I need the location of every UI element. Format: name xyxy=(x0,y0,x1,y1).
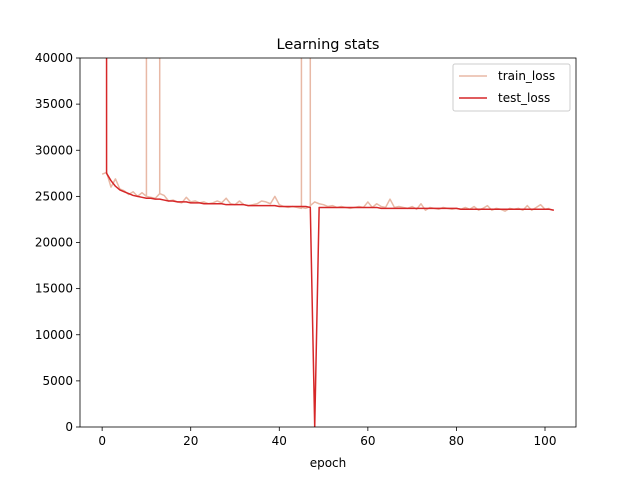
y-tick-label: 25000 xyxy=(35,189,73,203)
y-tick-label: 10000 xyxy=(35,328,73,342)
y-tick-label: 35000 xyxy=(35,97,73,111)
x-tick-label: 60 xyxy=(360,434,375,448)
legend-label-test-loss: test_loss xyxy=(498,91,550,105)
x-tick-label: 0 xyxy=(98,434,106,448)
series-layer xyxy=(101,58,555,427)
x-tick-label: 100 xyxy=(534,434,557,448)
axes: 0 20 40 60 80 100 0 5000 10000 15000 20000 25000 300… xyxy=(35,51,577,448)
y-tick-label: 5000 xyxy=(42,374,73,388)
y-tick-label: 40000 xyxy=(35,51,73,65)
chart-title: Learning stats xyxy=(277,37,380,53)
x-axis-label: epoch xyxy=(310,456,347,470)
x-tick-label: 40 xyxy=(272,434,287,448)
y-tick-label: 15000 xyxy=(35,282,73,296)
series-line-test-loss xyxy=(105,58,555,427)
legend-label-train-loss: train_loss xyxy=(498,69,555,83)
y-tick-label: 20000 xyxy=(35,236,73,250)
y-tick-label: 0 xyxy=(65,420,73,434)
legend: train_loss test_loss xyxy=(452,63,571,112)
y-tick-label: 30000 xyxy=(35,143,73,157)
x-tick-label: 80 xyxy=(449,434,464,448)
x-tick-label: 20 xyxy=(183,434,198,448)
